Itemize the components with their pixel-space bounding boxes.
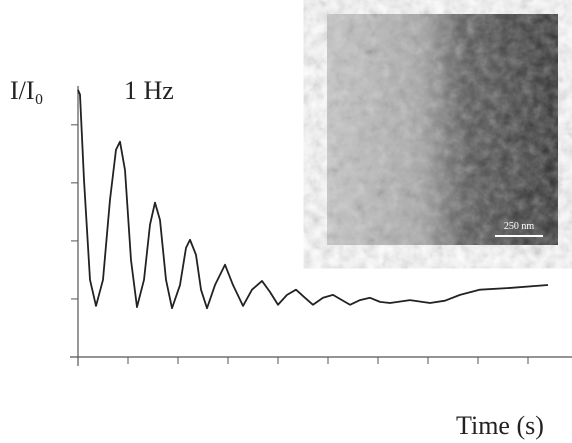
annotation: 1 Hz [124, 76, 174, 105]
inset-micrograph: 250 nm [327, 14, 558, 245]
y-axis-label: I/I₀ [10, 76, 44, 105]
data-line [77, 89, 549, 310]
scale-bar-label: 250 nm [504, 221, 535, 232]
x-axis-label: Time (s) [456, 411, 544, 440]
